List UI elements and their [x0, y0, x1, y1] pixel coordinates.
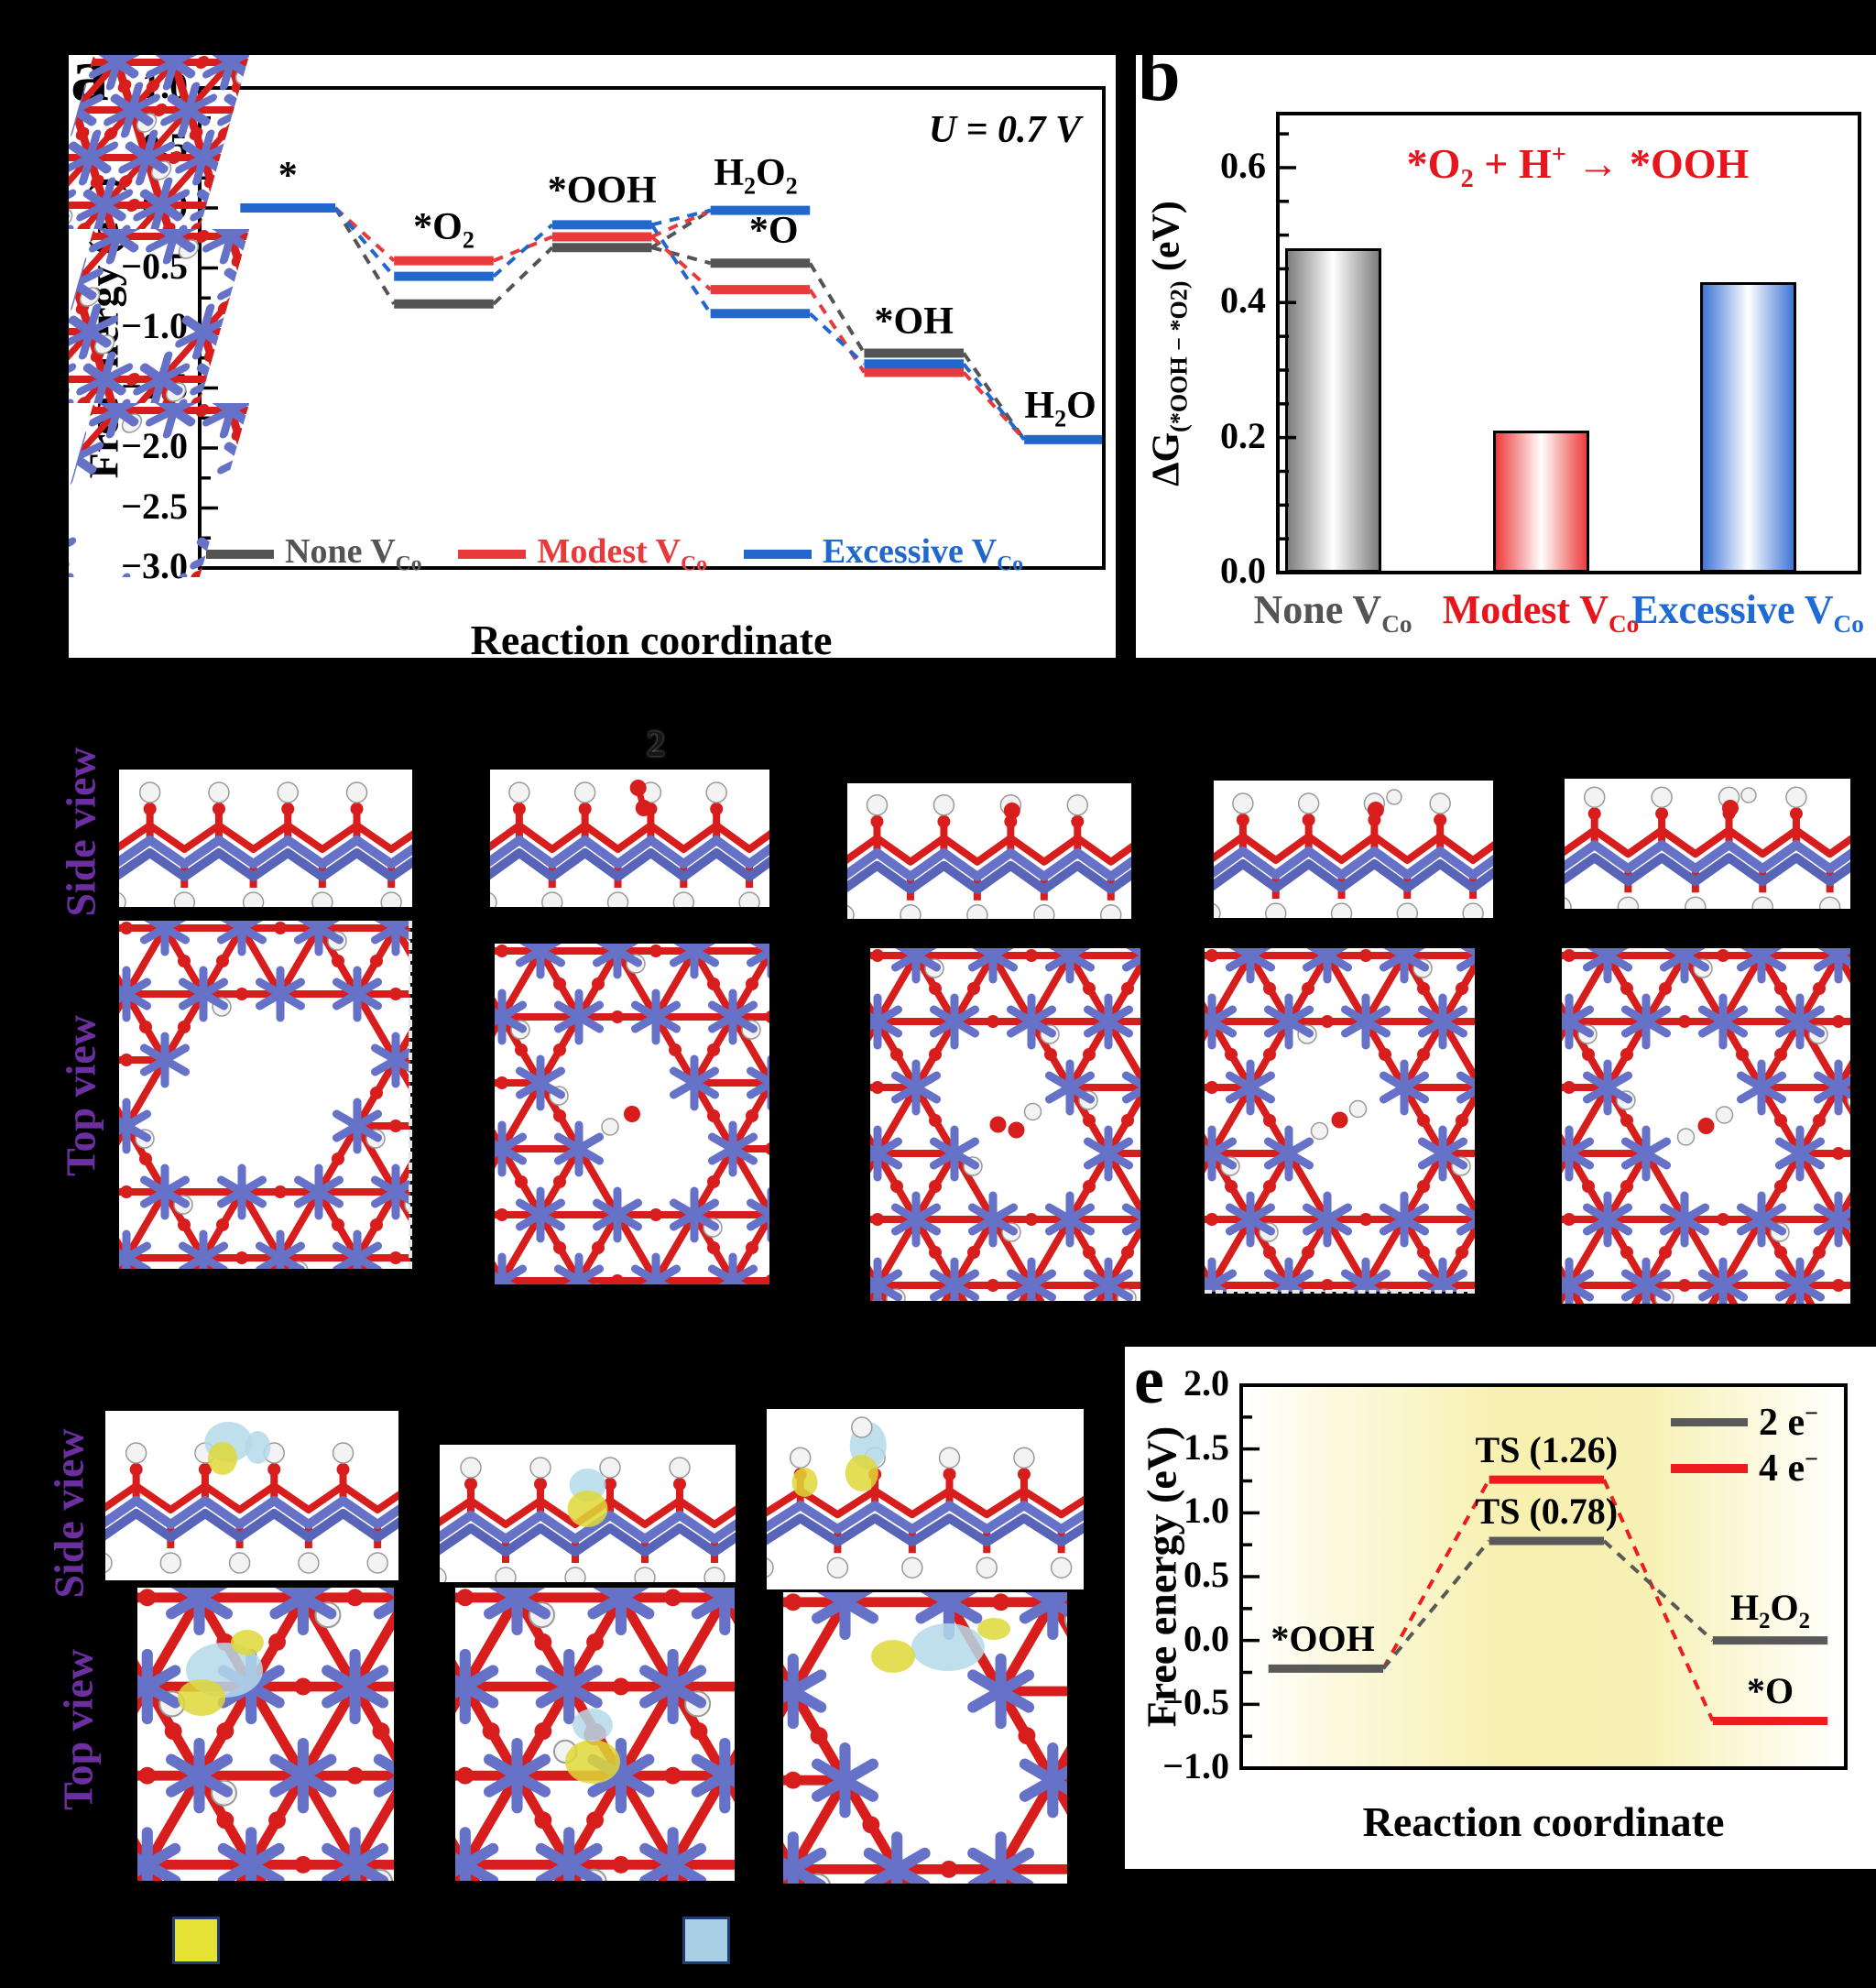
c-dashed-marker-vertical — [409, 921, 412, 1269]
panel-b-bar-0 — [1284, 248, 1381, 573]
panel-a-legend-item-2: Excessive VCo — [743, 531, 1023, 577]
panel-b-title: *O2 + H+ → *OOH — [1406, 140, 1750, 194]
panel-a-plot-area: 1.00.50.0−0.5−1.0−1.5−2.0−2.5−3.0**O2*OO… — [69, 55, 1116, 658]
legend-line-swatch — [1671, 1418, 1748, 1426]
c-side-view-clean-surface — [104, 770, 437, 913]
c-top-view-o-intermediate — [1131, 927, 1674, 1486]
legend-label: Excessive VCo — [822, 532, 1023, 576]
panel-e-ytick: 0.5 — [1183, 1554, 1229, 1595]
panel-a-ytick: −2.5 — [121, 485, 188, 527]
panel-e-ytick: 1.0 — [1183, 1490, 1229, 1532]
panel-a-state-label-4: *O — [748, 210, 799, 253]
legend-line-swatch — [1671, 1463, 1748, 1473]
panel-e-ytick: 2.0 — [1183, 1362, 1229, 1404]
panel-a-legend: None VCo Modest VCo Excessive VCo — [206, 531, 1023, 577]
panel-e-plot-area: 2.0 1.5 1.0 0.5 0.0 −0.5 −1.0 *OOH TS (1.26) TS (… — [1125, 1347, 1876, 1869]
c-top-view-o2-adsorption — [421, 923, 964, 1481]
c-side-view-label: Side view — [57, 747, 104, 917]
legend-label: Modest VCo — [537, 532, 707, 576]
panel-b-letter: b — [1138, 55, 1181, 117]
c-side-view-ooh-intermediate — [833, 783, 1155, 926]
c-column2-label-fragment: 2 — [647, 723, 665, 764]
legend-label: None VCo — [285, 532, 422, 576]
panel-b-category-1: Modest VCo — [1442, 587, 1640, 638]
panel-e-label-ts-4e: TS (1.26) — [1475, 1429, 1619, 1471]
d-top-view-excessive-vco — [684, 1564, 1313, 1988]
panel-b-bar-2 — [1699, 282, 1796, 573]
d-side-view-modest-vco — [425, 1445, 760, 1589]
legend-label: 2 e− — [1759, 1400, 1818, 1444]
panel-a-legend-item-1: Modest VCo — [458, 531, 707, 577]
c-side-view-o2-adsorption — [475, 770, 793, 913]
c-side-view-o-intermediate — [1199, 781, 1517, 924]
panel-b-ytick: 0.4 — [1220, 279, 1266, 322]
c-top-view-ooh-intermediate — [797, 927, 1339, 1486]
c-dashed-marker-horizontal — [1205, 1290, 1475, 1294]
panel-a-state-label-5: *OH — [874, 300, 954, 343]
panel-e-ytick: 1.5 — [1183, 1425, 1229, 1468]
d-top-view-modest-vco — [356, 1559, 985, 1988]
legend-line-swatch — [206, 549, 274, 559]
d-top-view-none-vco — [38, 1559, 667, 1988]
d-side-view-excessive-vco — [752, 1409, 1110, 1589]
panel-b-ytick: 0.0 — [1220, 550, 1266, 591]
charge-depletion-swatch — [682, 1917, 730, 1964]
c-side-view-oh-intermediate — [1550, 779, 1875, 918]
panel-a-state-label-0: * — [278, 155, 298, 197]
c-top-view-clean-surface — [46, 900, 588, 1458]
legend-label: 4 e− — [1759, 1446, 1818, 1490]
legend-line-swatch — [458, 549, 527, 559]
panel-e-ytick: −0.5 — [1162, 1681, 1229, 1723]
d-top-view-label: Top view — [54, 1649, 102, 1810]
panel-e-legend-item-0: 2 e− — [1671, 1400, 1818, 1445]
panel-a-legend-item-0: None VCo — [206, 531, 421, 577]
legend-line-swatch — [743, 549, 812, 559]
panel-a-state-label-3: H2O2 — [714, 151, 798, 199]
panel-a-state-label-2: *OOH — [547, 169, 657, 213]
panel-a-state-label-1: *O2 — [413, 205, 474, 254]
panel-e-label-ts-2e: TS (0.78) — [1475, 1490, 1619, 1532]
panel-e-ytick: −1.0 — [1162, 1745, 1229, 1786]
panel-e-legend-item-1: 4 e− — [1671, 1446, 1818, 1491]
panel-e-label-h2o2: H2O2 — [1729, 1586, 1811, 1633]
d-side-view-none-vco — [91, 1411, 423, 1580]
panel-e-label-ooh: *OOH — [1271, 1618, 1375, 1660]
panel-b-plot-area: 0.0 0.2 0.4 0.6 *O2 + H+ → *OOH None VCo Modes… — [1136, 55, 1876, 658]
panel-e-letter: e — [1134, 1347, 1164, 1418]
d-side-view-label: Side view — [45, 1428, 93, 1599]
panel-a: a Free energy (eV) Reaction coordinate U… — [69, 55, 1116, 658]
panel-b: b ΔG(*OOH − *O2) (eV) 0.0 0.2 0.4 0.6 *O2 + … — [1136, 55, 1876, 658]
panel-a-state-label-6: H2O — [1024, 384, 1096, 432]
panel-b-category-0: None VCo — [1253, 587, 1412, 638]
panel-a-ytick: −1.0 — [121, 305, 188, 346]
panel-a-ytick: −3.0 — [121, 545, 188, 586]
panel-e: e Free energy (eV) Reaction coordinate 2… — [1125, 1347, 1876, 1869]
panel-e-ytick: 0.0 — [1183, 1617, 1229, 1659]
panel-a-x-axis-label: Reaction coordinate — [470, 617, 833, 658]
panel-e-x-axis-label: Reaction coordinate — [1362, 1798, 1725, 1845]
panel-b-ytick: 0.2 — [1220, 414, 1266, 456]
charge-accumulation-swatch — [172, 1917, 220, 1964]
panel-e-label-o: *O — [1746, 1670, 1794, 1712]
panel-b-bar-1 — [1492, 431, 1589, 573]
panel-a-annotation: U = 0.7 V — [928, 109, 1081, 151]
c-top-view-label: Top view — [57, 1015, 104, 1176]
c-top-view-oh-intermediate — [1489, 927, 1876, 1486]
panel-b-ytick: 0.6 — [1220, 144, 1266, 186]
panel-b-category-2: Excessive VCo — [1631, 587, 1864, 638]
